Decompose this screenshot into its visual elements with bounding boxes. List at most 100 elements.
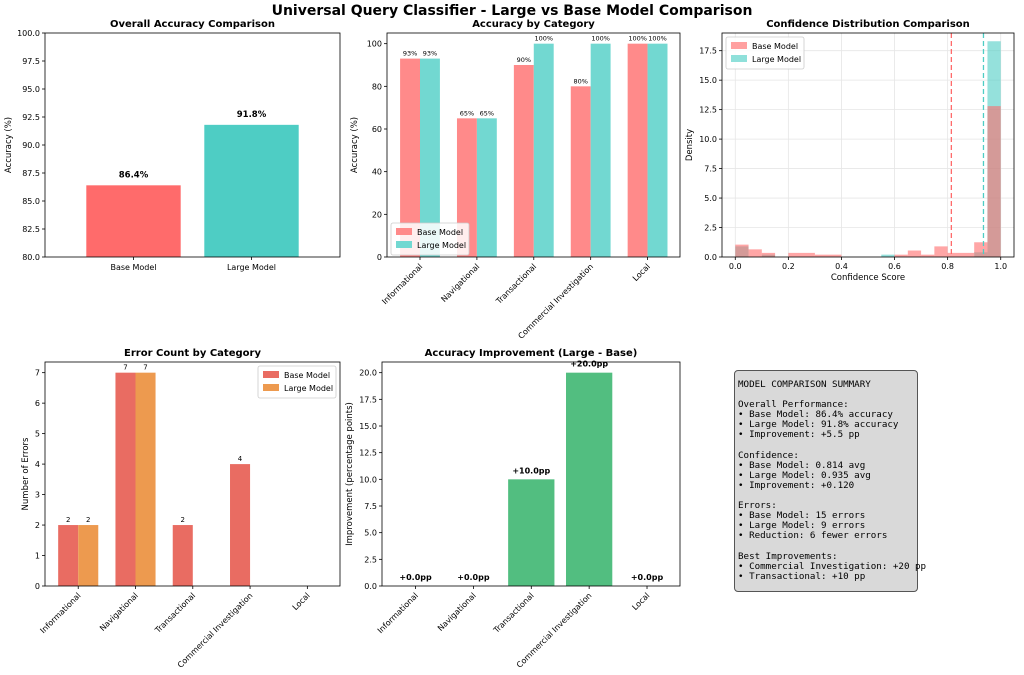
bar <box>508 479 555 586</box>
accuracy-improvement-chart: Accuracy Improvement (Large - Base) 0.0 2.… <box>345 348 681 670</box>
summary-line: Errors: <box>738 500 777 512</box>
x-tick-label: 0.0 <box>729 262 742 271</box>
hist-bar <box>894 254 908 257</box>
y-tick-label: 100 <box>367 40 382 49</box>
summary-line: • Base Model: 15 errors <box>738 510 866 522</box>
hist-bar <box>974 242 988 257</box>
legend-label: Large Model <box>284 384 333 393</box>
bar-value-label: 100% <box>628 35 647 43</box>
bar-value-label: 100% <box>648 35 667 43</box>
page-title: Universal Query Classifier - Large vs Ba… <box>271 3 753 19</box>
bar-value-label: 86.4% <box>119 170 149 180</box>
bar-value-label: 7 <box>143 364 147 372</box>
y-tick-label: 5 <box>35 430 40 439</box>
y-tick-label: 80 <box>372 82 382 91</box>
bar-value-label: 2 <box>66 516 70 524</box>
y-axis-label: Improvement (percentage points) <box>345 402 355 546</box>
chart-title: Confidence Distribution Comparison <box>766 19 970 30</box>
y-tick-label: 0.0 <box>364 582 377 591</box>
legend-swatch <box>731 42 747 49</box>
x-tick-label: Local <box>630 591 651 612</box>
y-tick-label: 20.0 <box>359 369 377 378</box>
error-count-chart: Error Count by Category 0 1 2 3 4 5 6 7 Number of… <box>21 348 341 670</box>
x-tick-label: Local <box>291 591 312 612</box>
x-tick-label: 0.4 <box>835 262 848 271</box>
plot-frame <box>721 32 1015 258</box>
x-tick-label: Transactional <box>491 591 535 635</box>
summary-line: • Base Model: 0.814 avg <box>738 459 866 471</box>
overall-accuracy-chart: Overall Accuracy Comparison 80.0 82.5 85.0 8… <box>4 19 341 272</box>
bar <box>78 525 99 586</box>
y-tick-label: 97.5 <box>22 57 40 66</box>
category-accuracy-chart: Accuracy by Category 0 20 40 60 80 100 Accuracy… <box>350 19 681 341</box>
bar <box>58 525 79 586</box>
y-tick-label: 17.5 <box>359 395 377 404</box>
y-axis-label: Accuracy (%) <box>350 117 360 173</box>
y-tick-label: 12.5 <box>359 449 377 458</box>
bar <box>513 65 534 257</box>
bar-value-label: +20.0pp <box>570 360 608 369</box>
summary-line: • Transactional: +10 pp <box>738 570 866 582</box>
chart-title: Accuracy by Category <box>472 19 595 30</box>
hist-bar <box>921 254 935 257</box>
y-tick-label: 2.5 <box>704 224 717 233</box>
bar-value-label: 4 <box>238 455 243 463</box>
hist-bar <box>947 252 975 257</box>
bar <box>230 464 251 586</box>
legend-label: Base Model <box>752 42 798 51</box>
x-tick-label: Navigational <box>439 262 481 304</box>
y-tick-label: 15.0 <box>699 76 717 85</box>
legend-swatch <box>731 55 747 62</box>
bar-value-label: +0.0pp <box>457 573 490 582</box>
y-tick-label: 5.0 <box>364 529 377 538</box>
bar <box>456 118 477 257</box>
legend-label: Large Model <box>417 241 466 250</box>
summary-line: • Large Model: 0.935 avg <box>738 469 871 481</box>
summary-line: Overall Performance: <box>738 399 849 411</box>
y-tick-label: 2 <box>35 521 40 530</box>
x-tick-label: Base Model <box>110 263 156 272</box>
y-tick-label: 10.0 <box>699 135 717 144</box>
bar <box>476 118 497 257</box>
y-tick-label: 6 <box>35 399 40 408</box>
bar-value-label: 100% <box>591 35 610 43</box>
y-tick-label: 92.5 <box>22 113 40 122</box>
y-axis-label: Density <box>685 129 695 161</box>
bar-value-label: 93% <box>423 50 437 58</box>
y-tick-label: 7 <box>35 369 40 378</box>
summary-line: • Improvement: +5.5 pp <box>738 429 860 441</box>
bar <box>400 58 420 257</box>
chart-title: Error Count by Category <box>124 348 261 359</box>
y-tick-label: 1 <box>35 552 40 561</box>
bar-value-label: +10.0pp <box>512 466 550 475</box>
x-tick-label: 1.0 <box>994 262 1007 271</box>
x-tick-label: Transactional <box>494 262 538 306</box>
hist-bar <box>907 250 922 257</box>
bar-value-label: 65% <box>480 109 494 117</box>
chart-title: Accuracy Improvement (Large - Base) <box>425 348 638 359</box>
y-axis-label: Accuracy (%) <box>4 117 14 173</box>
bar <box>204 124 299 257</box>
bar <box>115 372 136 586</box>
x-tick-label: Navigational <box>98 591 140 633</box>
y-tick-label: 0 <box>377 253 382 262</box>
y-tick-label: 87.5 <box>22 169 40 178</box>
bar-value-label: 2 <box>86 516 90 524</box>
hist-bar <box>934 246 948 257</box>
plot-frame <box>44 32 341 258</box>
legend-label: Base Model <box>417 228 463 237</box>
bar-value-label: +0.0pp <box>631 573 664 582</box>
summary-line: • Improvement: +0.120 <box>738 479 855 491</box>
legend-label: Large Model <box>752 55 801 64</box>
hist-bar <box>748 249 762 257</box>
y-tick-label: 10.0 <box>359 475 377 484</box>
bar-value-label: 7 <box>123 364 127 372</box>
bar-value-label: 80% <box>573 77 587 85</box>
summary-line: • Base Model: 86.4% accuracy <box>738 409 893 421</box>
y-tick-label: 82.5 <box>22 225 40 234</box>
summary-line: MODEL COMPARISON SUMMARY <box>738 379 871 390</box>
confidence-distribution-chart: Confidence Distribution Comparison 0.0 2.5… <box>685 19 1015 283</box>
x-tick-label: Informational <box>376 591 420 635</box>
hist-bar <box>735 244 749 257</box>
bar <box>533 43 554 258</box>
